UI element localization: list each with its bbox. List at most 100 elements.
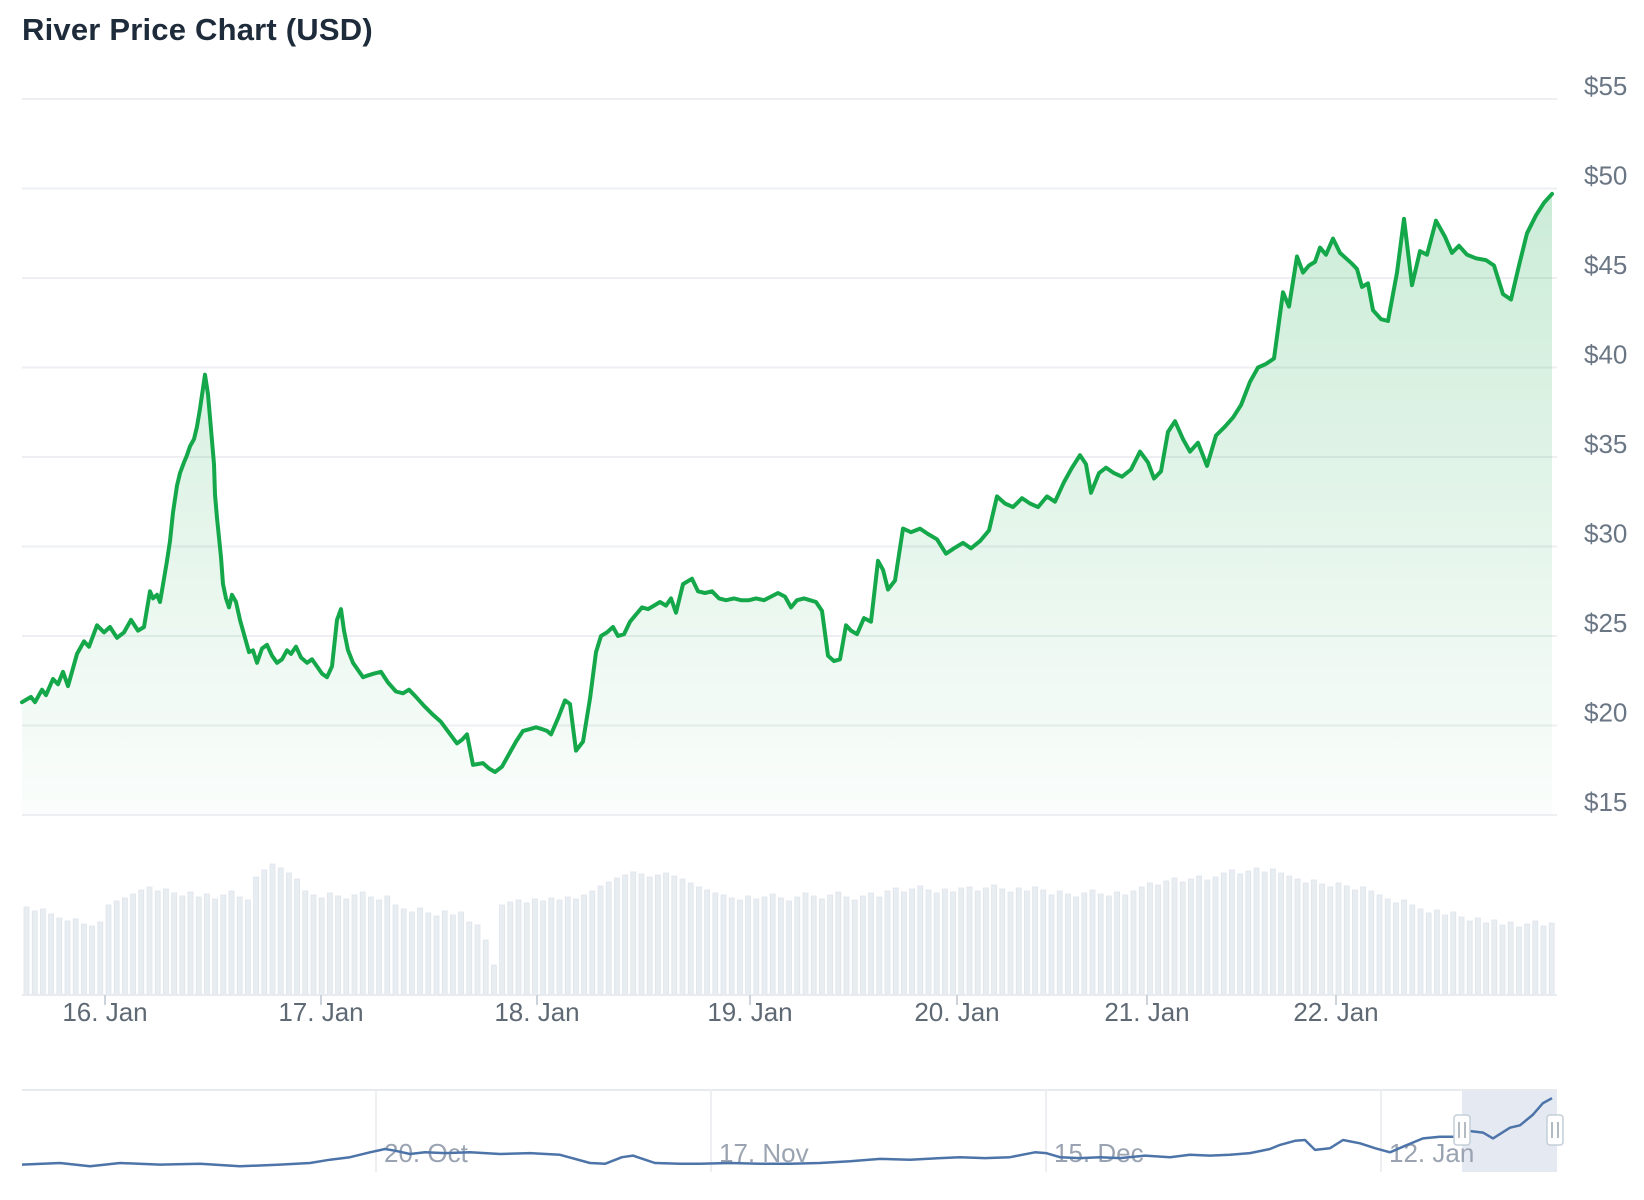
- x-axis-label: 20. Jan: [914, 997, 999, 1027]
- volume-bar: [835, 891, 842, 996]
- navigator-handle-left[interactable]: [1453, 1114, 1471, 1146]
- volume-bar: [950, 891, 956, 996]
- volume-bar: [1540, 925, 1547, 996]
- volume-bar: [687, 882, 694, 996]
- volume-bar: [810, 895, 817, 996]
- volume-bar: [1032, 886, 1038, 996]
- y-axis-label: $50: [1584, 160, 1627, 190]
- volume-bar: [64, 920, 71, 996]
- volume-bar: [523, 902, 530, 996]
- volume-bar: [351, 894, 358, 996]
- volume-bar: [359, 891, 366, 996]
- volume-bar: [245, 899, 251, 996]
- y-axis-label: $55: [1584, 71, 1627, 101]
- volume-bar: [696, 886, 702, 996]
- volume-bar: [1171, 877, 1178, 996]
- volume-bar: [1196, 875, 1202, 996]
- volume-bar: [1434, 909, 1440, 996]
- navigator[interactable]: 20. Oct 17. Nov 15. Dec 12. Jan: [21, 1089, 1564, 1172]
- volume-bar: [1450, 911, 1457, 996]
- volume-bar: [368, 896, 374, 996]
- volume-bar: [81, 923, 87, 996]
- volume-bar: [236, 896, 243, 996]
- volume-bar: [171, 892, 177, 996]
- volume-bar: [23, 906, 30, 996]
- volume-bar: [991, 884, 997, 996]
- navigator-handle-right[interactable]: [1546, 1114, 1564, 1146]
- volume-bar: [1401, 899, 1407, 996]
- volume-bar: [212, 898, 218, 996]
- volume-bar: [942, 888, 948, 996]
- y-axis-label: $20: [1584, 697, 1627, 727]
- volume-bar: [1138, 886, 1145, 996]
- volume-bar: [499, 904, 505, 996]
- volume-bar: [146, 886, 153, 996]
- volume-bar: [860, 895, 866, 996]
- volume-bar: [327, 892, 333, 996]
- volume-bar: [1507, 921, 1514, 996]
- volume-bar: [917, 885, 924, 996]
- volume-bar: [802, 892, 809, 996]
- volume-bar: [1343, 885, 1350, 996]
- volume-bar: [712, 892, 719, 996]
- volume-bar: [1229, 869, 1235, 996]
- volume-bars: [23, 863, 1555, 996]
- volume-bar: [253, 876, 259, 996]
- price-line[interactable]: [20, 191, 1554, 774]
- volume-bar: [113, 900, 120, 996]
- navigator-series-line: [21, 1097, 1553, 1168]
- volume-bar: [228, 890, 235, 996]
- volume-bar: [556, 899, 563, 996]
- volume-bar: [400, 908, 407, 996]
- volume-bar: [318, 897, 325, 996]
- volume-bar: [302, 890, 309, 996]
- volume-bar: [72, 918, 79, 996]
- volume-bar: [1024, 890, 1030, 996]
- volume-bar: [1056, 890, 1063, 996]
- volume-bar: [417, 907, 423, 996]
- handle-body[interactable]: [1546, 1114, 1564, 1146]
- volume-bar: [1393, 902, 1399, 996]
- y-axis-label: $40: [1584, 339, 1627, 369]
- volume-bar: [458, 911, 464, 996]
- volume-bar: [1015, 887, 1022, 996]
- volume-bar: [630, 871, 637, 996]
- volume-bar: [1245, 870, 1252, 996]
- volume-bar: [1237, 873, 1243, 996]
- x-axis-label: 19. Jan: [707, 997, 792, 1027]
- volume-bar: [1417, 908, 1424, 996]
- volume-bar: [786, 900, 792, 996]
- navigator-axis-label: 15. Dec: [1054, 1138, 1144, 1168]
- volume-bar: [1499, 924, 1506, 996]
- handle-body[interactable]: [1453, 1114, 1471, 1146]
- volume-bar: [1491, 919, 1498, 996]
- volume-bar: [1089, 889, 1096, 996]
- volume-bar: [597, 885, 604, 996]
- volume-bar: [1147, 882, 1153, 996]
- volume-bar: [220, 894, 227, 996]
- volume-bar: [433, 915, 440, 996]
- volume-bar: [901, 891, 907, 996]
- volume-bar: [491, 964, 497, 996]
- volume-bar: [474, 924, 481, 996]
- volume-bar: [532, 898, 538, 996]
- volume-bar: [1106, 895, 1112, 996]
- volume-bar: [1475, 917, 1481, 996]
- volume-bar: [482, 939, 489, 996]
- x-axis-label: 18. Jan: [494, 997, 579, 1027]
- volume-bar: [728, 897, 735, 996]
- volume-bar: [884, 890, 891, 996]
- volume-bar: [204, 893, 210, 996]
- volume-bar: [1278, 872, 1284, 996]
- volume-bar: [1458, 916, 1465, 996]
- volume-bar: [564, 896, 571, 996]
- volume-bar: [97, 921, 104, 996]
- volume-bar: [31, 910, 38, 996]
- volume-bar: [704, 889, 710, 996]
- volume-bar: [163, 888, 169, 996]
- volume-bar: [622, 874, 628, 996]
- volume-bar: [48, 913, 54, 996]
- volume-bar: [1294, 878, 1301, 996]
